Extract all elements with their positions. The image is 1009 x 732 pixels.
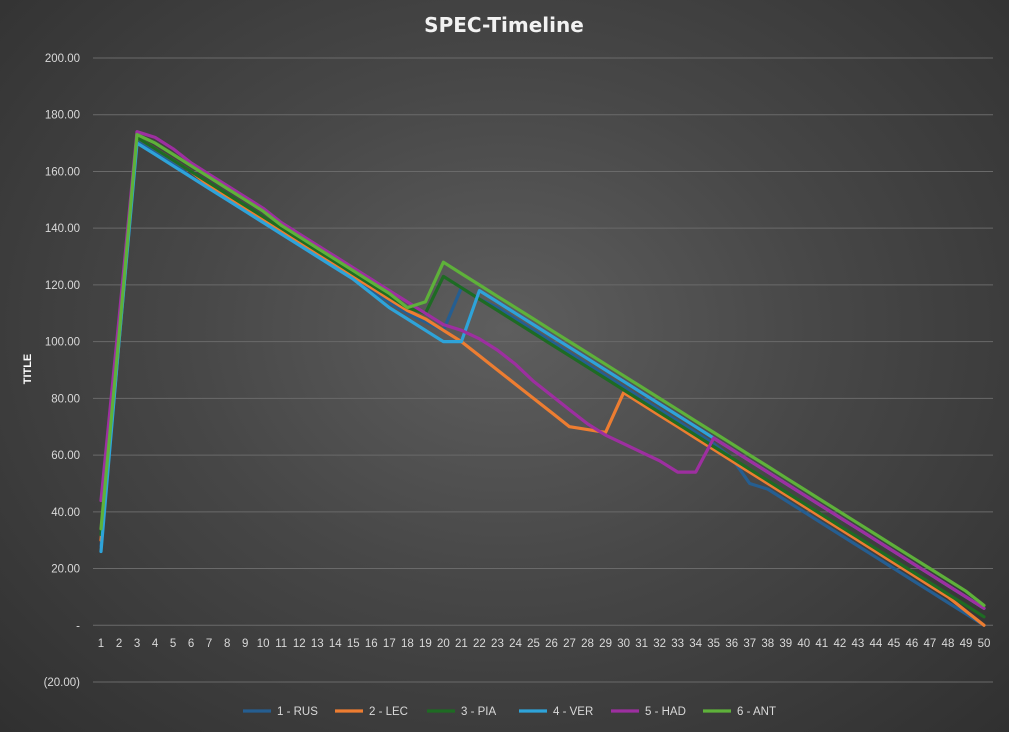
- x-tick-label: 29: [599, 638, 612, 650]
- x-tick-label: 35: [707, 638, 720, 650]
- x-tick-label: 45: [887, 638, 900, 650]
- x-tick-label: 24: [509, 638, 522, 650]
- x-tick-label: 6: [188, 638, 194, 650]
- x-tick-label: 4: [152, 638, 159, 650]
- y-tick-label: 120.00: [45, 280, 80, 292]
- x-tick-label: 37: [743, 638, 756, 650]
- x-tick-label: 26: [545, 638, 558, 650]
- x-tick-label: 38: [761, 638, 774, 650]
- y-tick-label: 20.00: [51, 564, 80, 576]
- y-tick-label: -: [76, 620, 80, 632]
- x-tick-label: 34: [689, 638, 702, 650]
- x-tick-label: 22: [473, 638, 486, 650]
- y-tick-label: 80.00: [51, 393, 80, 405]
- x-tick-label: 1: [98, 638, 104, 650]
- x-tick-label: 18: [401, 638, 414, 650]
- x-tick-label: 14: [329, 638, 342, 650]
- chart-title: SPEC-Timeline: [424, 13, 584, 37]
- y-tick-label: 200.00: [45, 53, 80, 65]
- y-tick-label: 180.00: [45, 110, 80, 122]
- legend-label: 6 - ANT: [737, 706, 776, 718]
- x-tick-label: 5: [170, 638, 176, 650]
- x-tick-label: 3: [134, 638, 140, 650]
- x-tick-label: 25: [527, 638, 540, 650]
- x-tick-label: 43: [851, 638, 864, 650]
- x-tick-label: 8: [224, 638, 230, 650]
- x-tick-label: 40: [797, 638, 810, 650]
- x-tick-label: 16: [365, 638, 378, 650]
- x-tick-label: 48: [942, 638, 955, 650]
- x-tick-label: 10: [257, 638, 270, 650]
- x-tick-label: 49: [960, 638, 973, 650]
- x-tick-label: 30: [617, 638, 630, 650]
- x-tick-label: 19: [419, 638, 432, 650]
- x-tick-label: 15: [347, 638, 360, 650]
- y-tick-label: 100.00: [45, 337, 80, 349]
- x-tick-label: 47: [924, 638, 937, 650]
- x-tick-label: 28: [581, 638, 594, 650]
- series-line-6: [99, 133, 986, 608]
- x-tick-label: 36: [725, 638, 738, 650]
- gridlines: [93, 57, 993, 683]
- y-tick-label: 40.00: [51, 507, 80, 519]
- series-line-4: [99, 141, 986, 610]
- series-line-3: [99, 135, 986, 619]
- x-tick-label: 9: [242, 638, 248, 650]
- legend-label: 1 - RUS: [277, 706, 318, 718]
- y-axis-label: TITLE: [22, 354, 34, 385]
- legend-label: 3 - PIA: [461, 706, 496, 718]
- x-tick-label: 50: [978, 638, 991, 650]
- series-lines: [99, 130, 986, 627]
- legend-label: 4 - VER: [553, 706, 593, 718]
- x-tick-label: 42: [833, 638, 846, 650]
- y-tick-label: (20.00): [44, 677, 81, 689]
- y-tick-label: 140.00: [45, 223, 80, 235]
- x-tick-label: 33: [671, 638, 684, 650]
- x-tick-label: 13: [311, 638, 324, 650]
- y-tick-label: 60.00: [51, 450, 80, 462]
- x-tick-label: 41: [815, 638, 828, 650]
- x-tick-label: 32: [653, 638, 666, 650]
- x-tick-label: 21: [455, 638, 468, 650]
- x-tick-label: 12: [293, 638, 306, 650]
- series-line-2: [99, 135, 986, 627]
- series-line-5: [99, 130, 986, 610]
- x-tick-label: 2: [116, 638, 122, 650]
- y-axis-ticks: 200.00 180.00 160.00 140.00 120.00 100.00 80.0…: [44, 53, 81, 689]
- x-tick-label: 46: [906, 638, 919, 650]
- series-line-1: [99, 138, 986, 627]
- x-tick-label: 39: [779, 638, 792, 650]
- x-tick-label: 44: [869, 638, 882, 650]
- x-tick-label: 31: [635, 638, 648, 650]
- legend: 1 - RUS 2 - LEC 3 - PIA 4 - VER 5 - HAD 6 - A…: [243, 706, 776, 718]
- x-tick-label: 20: [437, 638, 450, 650]
- legend-label: 5 - HAD: [645, 706, 686, 718]
- x-tick-label: 11: [275, 638, 287, 650]
- x-tick-label: 23: [491, 638, 504, 650]
- x-tick-label: 7: [206, 638, 212, 650]
- x-tick-label: 27: [563, 638, 576, 650]
- legend-label: 2 - LEC: [369, 706, 408, 718]
- x-axis-ticks: 1 2 3 4 5 6 7 8 9 10 11 12 13 14 15 16 17 18 19 20 21 22 23 24 2…: [98, 638, 991, 650]
- x-tick-label: 17: [383, 638, 396, 650]
- y-tick-label: 160.00: [45, 166, 80, 178]
